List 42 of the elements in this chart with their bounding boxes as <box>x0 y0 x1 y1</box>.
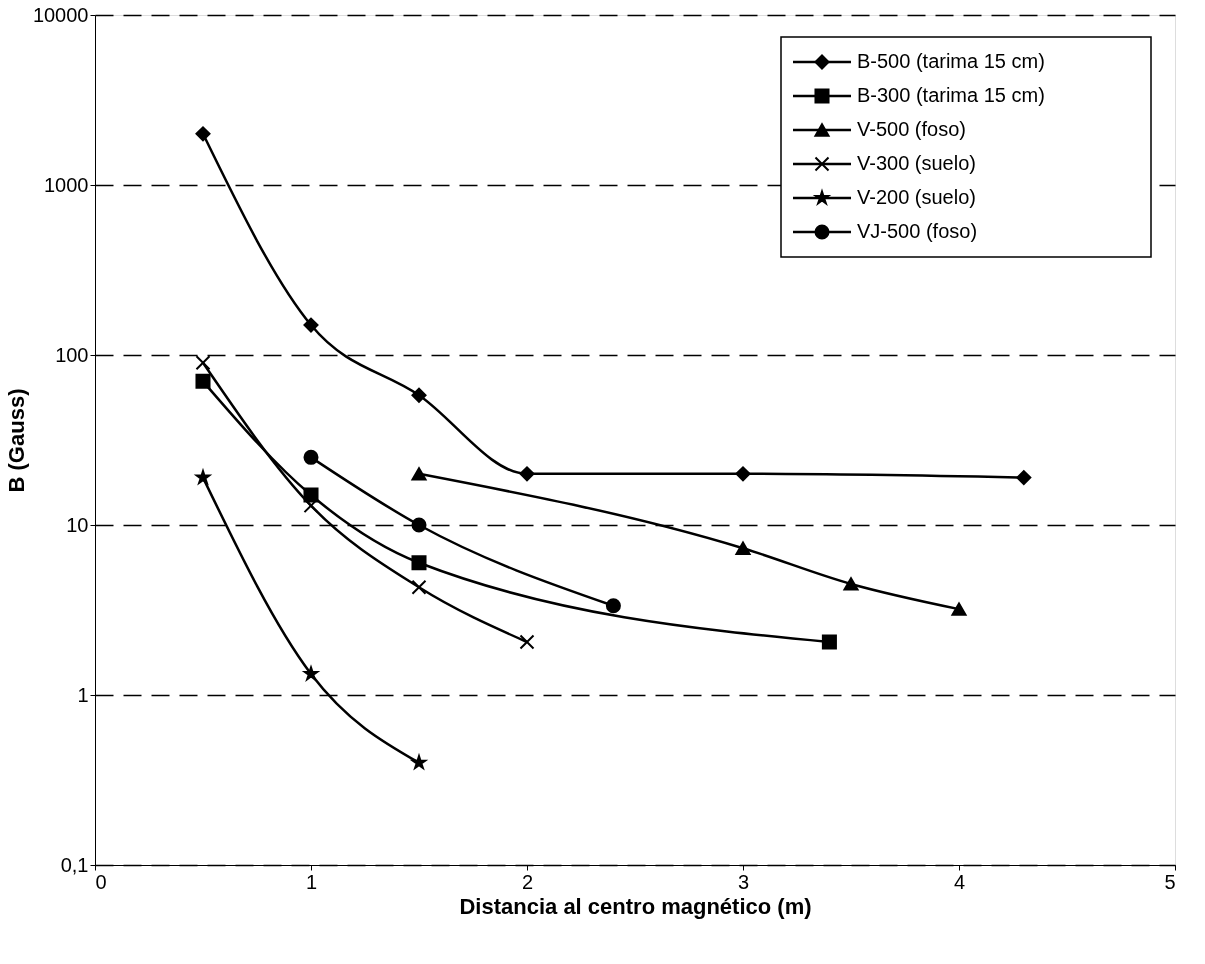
point <box>411 517 427 533</box>
point <box>411 579 427 595</box>
x-axis-title: Distancia al centro magnético (m) <box>459 893 812 919</box>
point <box>411 467 427 481</box>
point <box>519 466 535 482</box>
x-tick-label: 5 <box>1164 870 1176 893</box>
point <box>303 666 319 681</box>
point <box>735 541 751 555</box>
point <box>303 317 319 333</box>
y-tick-label: 10 <box>66 513 89 536</box>
y-tick-label: 0,1 <box>60 853 89 876</box>
point <box>195 126 211 142</box>
legend-label: VJ-500 (foso) <box>857 220 978 242</box>
legend-label: V-300 (suelo) <box>857 152 976 174</box>
point <box>303 487 319 503</box>
y-tick-label: 1000 <box>44 173 89 196</box>
x-tick-label: 1 <box>305 870 318 893</box>
point <box>411 555 427 571</box>
point <box>303 449 319 465</box>
point <box>735 466 751 482</box>
legend-label: V-200 (suelo) <box>857 186 976 208</box>
point <box>605 598 621 614</box>
x-tick-label: 4 <box>953 870 966 893</box>
legend-label: B-300 (tarima 15 cm) <box>857 84 1045 106</box>
point <box>951 602 967 616</box>
point <box>195 355 211 371</box>
point <box>843 577 859 591</box>
point <box>821 634 837 650</box>
point <box>195 373 211 389</box>
point <box>519 634 535 650</box>
y-tick-label: 100 <box>55 343 89 366</box>
point <box>1016 470 1032 486</box>
y-axis-title: B (Gauss) <box>3 388 29 493</box>
x-tick-label: 2 <box>521 870 534 893</box>
legend-label: B-500 (tarima 15 cm) <box>857 50 1045 72</box>
point <box>411 755 427 769</box>
point <box>411 387 427 403</box>
y-tick-label: 1 <box>77 683 89 706</box>
x-tick-label: 3 <box>737 870 750 893</box>
legend-label: V-500 (foso) <box>857 118 966 140</box>
y-tick-label: 10000 <box>32 3 89 26</box>
x-tick-label: 0 <box>95 870 107 893</box>
